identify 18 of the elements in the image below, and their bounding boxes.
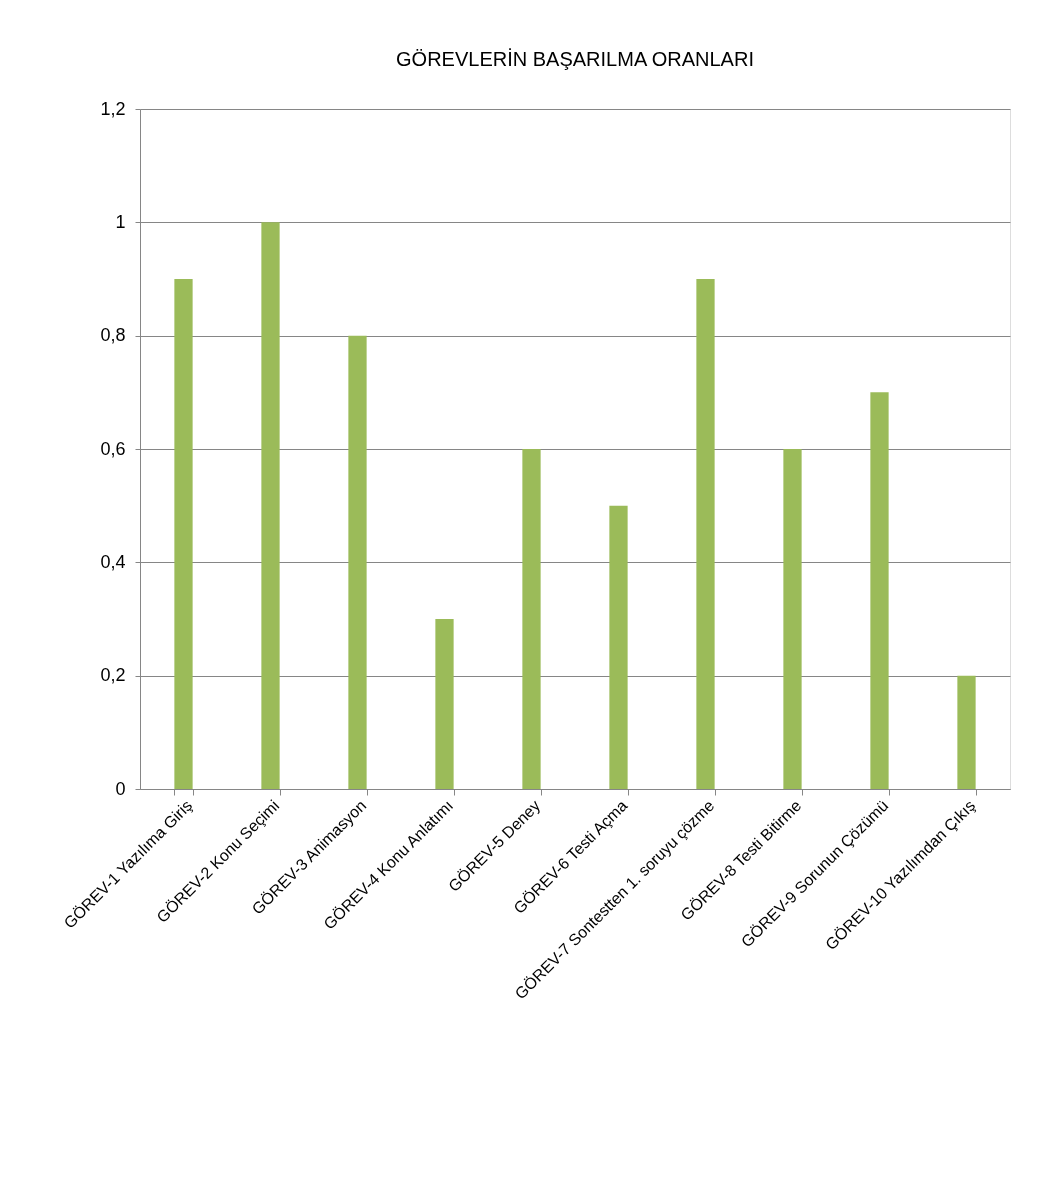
- bar: [174, 279, 193, 789]
- bar: [522, 449, 541, 789]
- bar: [609, 505, 628, 789]
- y-tick-label: 0,6: [100, 438, 126, 459]
- chart-title: GÖREVLERİN BAŞARILMA ORANLARI: [396, 48, 754, 70]
- y-tick-label: 0,2: [100, 665, 126, 686]
- bar: [870, 392, 889, 789]
- bar: [783, 449, 802, 789]
- bar: [348, 335, 367, 789]
- y-tick-label: 1,2: [100, 98, 126, 119]
- y-tick-label: 1: [115, 211, 126, 232]
- y-tick-label: 0,8: [100, 325, 126, 346]
- y-tick-label: 0,4: [100, 551, 126, 572]
- bar: [957, 675, 976, 789]
- bar: [435, 619, 454, 789]
- y-tick-label: 0: [115, 778, 126, 799]
- bar: [696, 279, 715, 789]
- bar: [261, 222, 280, 789]
